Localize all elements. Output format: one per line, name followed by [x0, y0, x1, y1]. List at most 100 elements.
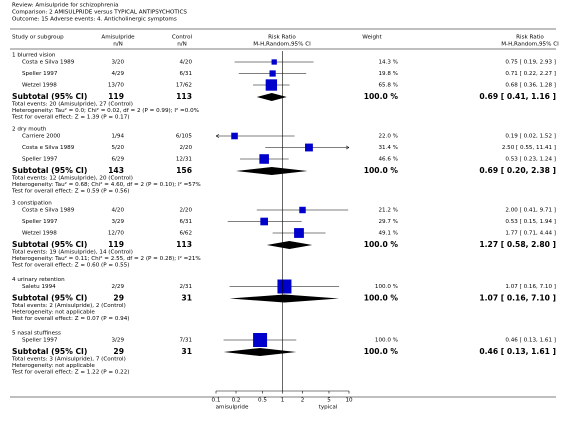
ci-label: 0.53 [ 0.15, 1.94 ]	[505, 219, 556, 225]
x-label-left: amisulpride	[216, 405, 249, 411]
ci-label: 1.07 [ 0.16, 7.10 ]	[505, 284, 556, 290]
subtotal-diamond	[266, 241, 313, 249]
weight: 49.1 %	[378, 231, 398, 237]
x-label-right: typical	[319, 405, 338, 411]
column-header: Amisulpride	[101, 35, 135, 41]
exp-events: 3/20	[111, 60, 124, 66]
ctrl-events: 6/105	[176, 134, 193, 140]
column-header: Risk Ratio	[268, 35, 296, 41]
comparison: Comparison: 2 AMISULPRIDE versus TYPICAL…	[12, 10, 187, 16]
group-title: 3 constipation	[12, 201, 52, 207]
subtotal-label: Subtotal (95% CI)	[12, 92, 87, 101]
exp-events: 13/70	[108, 83, 125, 89]
weight: 21.2 %	[378, 208, 398, 214]
group-title: 1 blurred vision	[12, 53, 56, 59]
ci-label: 0.71 [ 0.22, 2.27 ]	[505, 71, 556, 77]
ci-label: 2.00 [ 0.41, 9.71 ]	[505, 208, 556, 214]
exp-events: 12/70	[108, 231, 125, 237]
total-events: Total events: 2 (Amisulpride), 2 (Contro…	[11, 303, 126, 309]
total-events: Total events: 19 (Amisulpride), 14 (Cont…	[11, 250, 133, 256]
overall-effect: Test for overall effect: Z = 1.39 (P = 0…	[11, 115, 129, 121]
x-tick-label: 10	[345, 398, 353, 404]
group-title: 2 dry mouth	[12, 127, 47, 133]
exp-events: 6/29	[111, 157, 124, 163]
subtotal-weight: 100.0 %	[364, 166, 399, 175]
heterogeneity: Heterogeneity: Tau² = 0.0; Chi² = 0.02, …	[12, 107, 199, 114]
column-header: M-H,Random,95% CI	[253, 42, 311, 48]
review: Review: Amisulpride for schizophrenia	[12, 3, 119, 9]
x-tick-label: 0.2	[232, 398, 241, 404]
exp-events: 2/29	[111, 284, 124, 290]
subtotal-ci: 0.69 [ 0.41, 1.16 ]	[479, 92, 556, 101]
exp-events: 4/29	[111, 71, 124, 77]
study-box	[259, 154, 269, 164]
overall-effect: Test for overall effect: Z = 0.07 (P = 0…	[11, 316, 129, 322]
column-header: n/N	[177, 42, 187, 48]
x-tick-label: 1	[281, 398, 285, 404]
study-name: Costa e Silva 1989	[22, 60, 75, 66]
weight: 65.8 %	[378, 83, 398, 89]
study-name: Speller 1997	[22, 157, 58, 163]
exp-total: 29	[113, 347, 124, 356]
subtotal-ci: 1.07 [ 0.16, 7.10 ]	[479, 294, 556, 303]
study-box	[269, 70, 276, 77]
weight: 14.3 %	[378, 60, 398, 66]
subtotal-diamond	[256, 93, 287, 101]
subtotal-weight: 100.0 %	[364, 240, 399, 249]
ci-label: 0.53 [ 0.23, 1.24 ]	[505, 157, 556, 163]
ci-label: 0.68 [ 0.36, 1.28 ]	[505, 83, 556, 89]
study-name: Speller 1997	[22, 338, 58, 344]
ctrl-events: 12/31	[176, 157, 193, 163]
ctrl-events: 2/20	[179, 145, 192, 151]
outcome: Outcome: 15 Adverse events: 4. Anticholi…	[12, 17, 177, 23]
study-box	[260, 217, 268, 226]
ctrl-total: 156	[176, 166, 192, 175]
ctrl-events: 7/31	[179, 338, 192, 344]
column-header: Risk Ratio	[516, 35, 544, 41]
ctrl-events: 17/62	[176, 83, 192, 89]
x-tick-label: 2	[301, 398, 305, 404]
weight: 100.0 %	[375, 338, 398, 344]
exp-total: 119	[108, 92, 124, 101]
overall-effect: Test for overall effect: Z = 0.60 (P = 0…	[11, 263, 129, 269]
ci-label: 1.77 [ 0.71, 4.44 ]	[505, 231, 556, 237]
weight: 29.7 %	[378, 219, 398, 225]
ctrl-events: 2/20	[179, 208, 192, 214]
ctrl-events: 2/31	[179, 284, 192, 290]
group-title: 5 nasal stuffiness	[12, 331, 61, 337]
study-name: Costa e Silva 1989	[22, 145, 75, 151]
ci-arrow	[215, 134, 220, 138]
total-events: Total events: 3 (Amisulpride), 7 (Contro…	[11, 357, 126, 363]
subtotal-ci: 0.69 [ 0.20, 2.38 ]	[479, 166, 556, 175]
ci-label: 0.19 [ 0.02, 1.52 ]	[505, 134, 556, 140]
x-tick-label: 5	[327, 398, 331, 404]
group-title: 4 urinary retention	[12, 277, 65, 283]
subtotal-label: Subtotal (95% CI)	[12, 166, 87, 175]
study-box	[299, 206, 306, 214]
study-box	[271, 59, 277, 65]
study-box	[265, 79, 278, 91]
weight: 19.8 %	[378, 71, 398, 77]
column-header: M-H,Random,95% CI	[501, 42, 559, 48]
ctrl-total: 31	[181, 294, 192, 303]
column-header: Weight	[362, 35, 382, 41]
study-name: Speller 1997	[22, 219, 58, 225]
study-name: Wetzel 1998	[22, 83, 57, 89]
subtotal-label: Subtotal (95% CI)	[12, 294, 87, 303]
exp-total: 143	[108, 166, 124, 175]
exp-events: 5/20	[111, 145, 124, 151]
exp-events: 3/29	[111, 219, 124, 225]
x-tick-label: 0.1	[212, 398, 221, 404]
ctrl-events: 6/62	[179, 231, 192, 237]
heterogeneity: Heterogeneity: not applicable	[12, 310, 95, 316]
ctrl-events: 6/31	[179, 219, 192, 225]
exp-events: 1/94	[111, 134, 124, 140]
exp-total: 29	[113, 294, 124, 303]
subtotal-weight: 100.0 %	[364, 294, 399, 303]
column-header: n/N	[113, 42, 123, 48]
weight: 22.0 %	[378, 134, 398, 140]
exp-events: 4/20	[111, 208, 124, 214]
column-header: Study or subgroup	[12, 35, 64, 41]
subtotal-diamond	[229, 294, 340, 303]
